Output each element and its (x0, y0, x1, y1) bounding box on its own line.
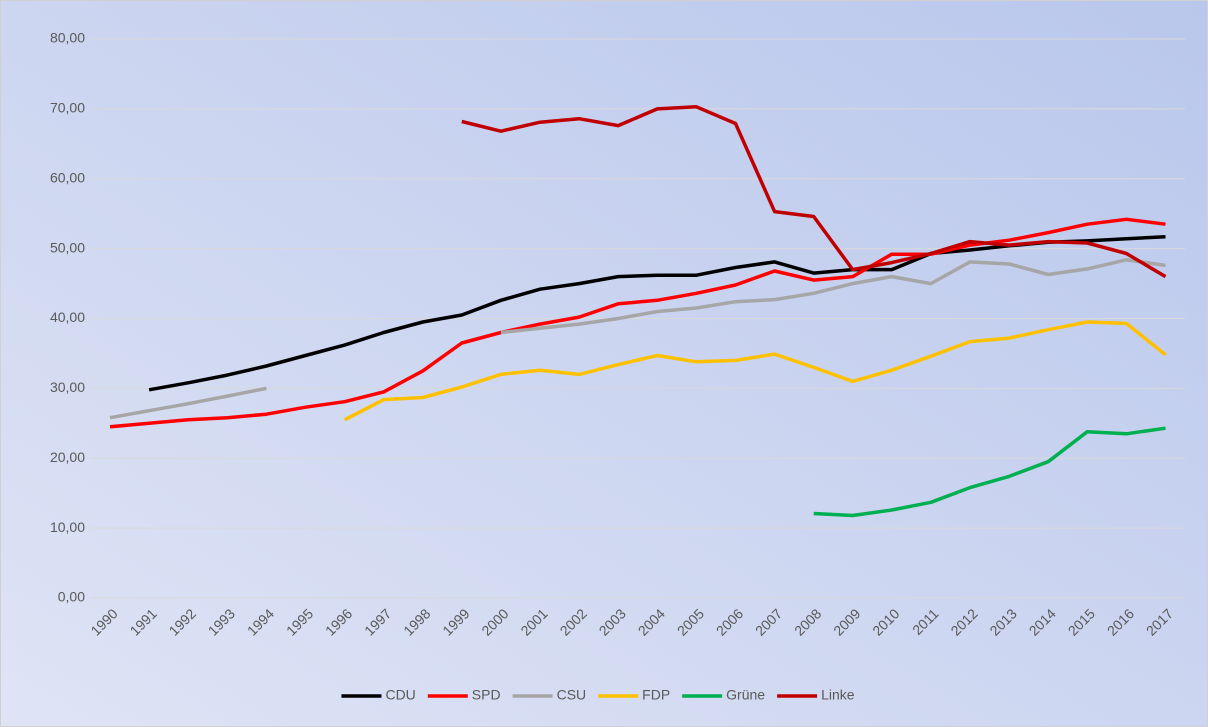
legend-label: CDU (385, 687, 415, 703)
y-tick-label: 0,00 (58, 589, 85, 605)
series-line (109, 258, 1166, 420)
y-tick-label: 50,00 (50, 239, 85, 255)
series-line (461, 105, 1167, 279)
legend-label: Grüne (726, 687, 765, 703)
legend-label: Linke (821, 687, 855, 703)
series-line (813, 426, 1166, 518)
series-line (148, 234, 1166, 392)
y-tick-label: 60,00 (50, 169, 85, 185)
y-tick-label: 20,00 (50, 449, 85, 465)
legend-label: SPD (472, 687, 501, 703)
y-tick-label: 40,00 (50, 309, 85, 325)
y-tick-label: 80,00 (50, 30, 85, 46)
y-tick-label: 70,00 (50, 100, 85, 116)
y-tick-label: 10,00 (50, 519, 85, 535)
legend-label: FDP (642, 687, 670, 703)
series-line (343, 320, 1167, 422)
legend-label: CSU (557, 687, 587, 703)
y-tick-label: 30,00 (50, 379, 85, 395)
